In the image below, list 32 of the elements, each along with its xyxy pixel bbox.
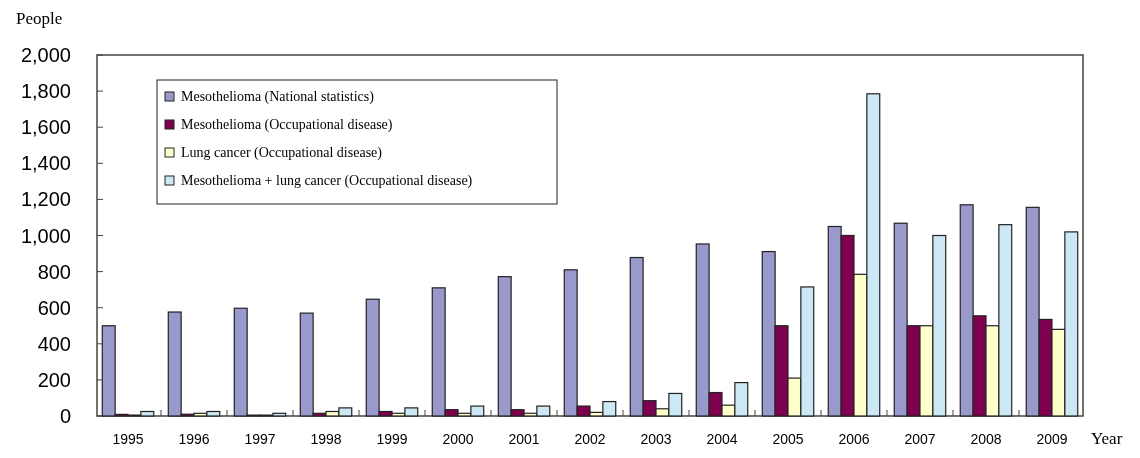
legend-label: Mesothelioma + lung cancer (Occupational disease) xyxy=(181,173,473,189)
legend-label: Lung cancer (Occupational disease) xyxy=(181,145,383,161)
y-tick-label: 1,800 xyxy=(20,80,71,103)
y-tick-label: 1,200 xyxy=(20,188,71,211)
x-tick-label: 2009 xyxy=(1036,431,1068,447)
y-tick-label: 0 xyxy=(59,405,71,427)
legend-label: Mesothelioma (National statistics) xyxy=(181,89,375,105)
x-tick-label: 2006 xyxy=(838,431,870,447)
x-tick-label: 1999 xyxy=(376,431,408,447)
y-tick-label: 1,400 xyxy=(20,152,71,175)
x-tick-label: 2002 xyxy=(574,431,606,447)
x-axis-title: Year xyxy=(1091,429,1123,448)
x-tick-label: 2001 xyxy=(508,431,540,447)
legend-label: Mesothelioma (Occupational disease) xyxy=(181,117,393,133)
x-tick-label: 2004 xyxy=(706,431,738,447)
y-tick-label: 800 xyxy=(37,260,71,283)
y-tick-label: 400 xyxy=(37,332,71,355)
x-tick-label: 1997 xyxy=(244,431,276,447)
y-tick-label: 200 xyxy=(37,368,71,391)
x-tick-label: 2005 xyxy=(772,431,804,447)
x-tick-label: 2000 xyxy=(442,431,474,447)
x-tick-label: 1996 xyxy=(178,431,210,447)
x-tick-label: 2003 xyxy=(640,431,672,447)
x-tick-label: 1998 xyxy=(310,431,342,447)
x-tick-label: 2008 xyxy=(970,431,1002,447)
y-tick-label: 2,000 xyxy=(20,44,71,66)
y-tick-label: 600 xyxy=(37,296,71,319)
y-tick-label: 1,000 xyxy=(20,224,71,247)
y-tick-label: 1,600 xyxy=(20,116,71,139)
x-tick-label: 2007 xyxy=(904,431,936,447)
x-tick-label: 1995 xyxy=(112,431,144,447)
y-axis-title: People xyxy=(16,9,63,28)
